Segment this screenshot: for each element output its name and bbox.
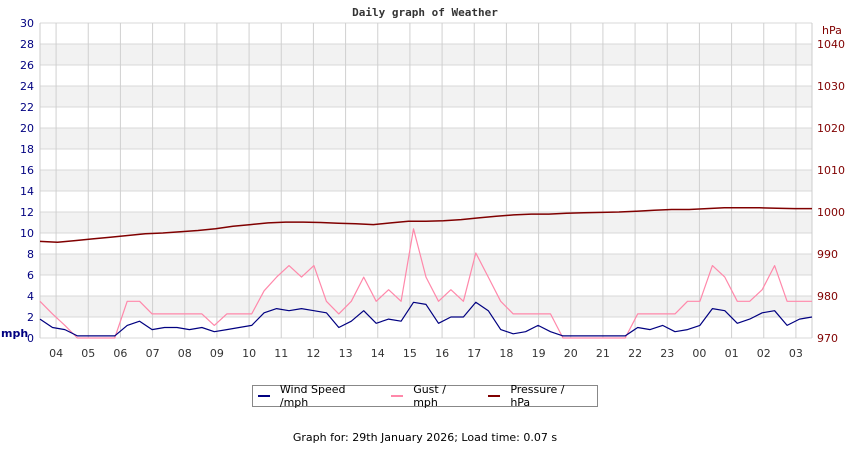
svg-text:2: 2: [27, 311, 34, 324]
svg-text:09: 09: [210, 347, 224, 360]
legend-label: Gust / mph: [413, 383, 446, 409]
wind-speed-swatch-icon: [258, 395, 270, 397]
svg-text:970: 970: [817, 332, 838, 345]
plot-bands: [40, 23, 812, 338]
right-axis-unit: hPa: [822, 24, 842, 37]
svg-text:04: 04: [49, 347, 63, 360]
svg-text:07: 07: [146, 347, 160, 360]
chart-legend: Wind Speed /mph Gust / mph Pressure / hP…: [252, 383, 598, 409]
svg-text:00: 00: [692, 347, 706, 360]
plot-series: [39, 207, 813, 339]
svg-text:12: 12: [306, 347, 320, 360]
svg-text:08: 08: [178, 347, 192, 360]
svg-text:05: 05: [81, 347, 95, 360]
svg-text:20: 20: [20, 122, 34, 135]
svg-text:01: 01: [725, 347, 739, 360]
right-axis-ticks: 970 980 990 1000 1010 1020 1030 1040: [817, 38, 845, 345]
left-axis-unit: mph: [1, 327, 28, 340]
svg-text:24: 24: [20, 80, 34, 93]
legend-item-wind-speed[interactable]: Wind Speed /mph: [258, 383, 376, 409]
svg-text:16: 16: [435, 347, 449, 360]
svg-text:1010: 1010: [817, 164, 845, 177]
svg-text:12: 12: [20, 206, 34, 219]
svg-text:02: 02: [757, 347, 771, 360]
svg-text:19: 19: [532, 347, 546, 360]
legend-label: Pressure / hPa: [510, 383, 565, 409]
svg-text:21: 21: [596, 347, 610, 360]
plot-grid: [39, 22, 813, 339]
svg-text:26: 26: [20, 59, 34, 72]
svg-text:1040: 1040: [817, 38, 845, 51]
legend-item-pressure[interactable]: Pressure / hPa: [488, 383, 587, 409]
svg-text:8: 8: [27, 248, 34, 261]
legend-item-gust[interactable]: Gust / mph: [391, 383, 473, 409]
svg-text:14: 14: [371, 347, 385, 360]
svg-text:1000: 1000: [817, 206, 845, 219]
pressure-swatch-icon: [488, 395, 501, 397]
svg-text:03: 03: [789, 347, 803, 360]
graph-footer: Graph for: 29th January 2026; Load time:…: [292, 431, 558, 444]
weather-chart: Daily graph of Weather 02468101214161820…: [1, 6, 845, 360]
chart-title: Daily graph of Weather: [352, 6, 498, 19]
svg-text:20: 20: [564, 347, 578, 360]
svg-text:06: 06: [113, 347, 127, 360]
svg-text:23: 23: [660, 347, 674, 360]
svg-text:11: 11: [274, 347, 288, 360]
legend-label: Wind Speed /mph: [279, 383, 346, 409]
svg-text:13: 13: [339, 347, 353, 360]
x-axis-ticks: 04 05 06 07 08 09 10 11 12 13 14 15 16 17 18 19 20 21 22 23…: [49, 347, 803, 360]
gust-swatch-icon: [391, 395, 404, 397]
svg-text:0: 0: [27, 332, 34, 345]
svg-text:22: 22: [20, 101, 34, 114]
svg-text:22: 22: [628, 347, 642, 360]
svg-text:14: 14: [20, 185, 34, 198]
svg-text:990: 990: [817, 248, 838, 261]
svg-text:1030: 1030: [817, 80, 845, 93]
svg-text:16: 16: [20, 164, 34, 177]
svg-text:17: 17: [467, 347, 481, 360]
svg-text:18: 18: [499, 347, 513, 360]
svg-text:10: 10: [242, 347, 256, 360]
svg-text:28: 28: [20, 38, 34, 51]
svg-text:18: 18: [20, 143, 34, 156]
svg-text:980: 980: [817, 290, 838, 303]
svg-text:1020: 1020: [817, 122, 845, 135]
svg-text:15: 15: [403, 347, 417, 360]
svg-text:30: 30: [20, 17, 34, 30]
svg-text:10: 10: [20, 227, 34, 240]
svg-text:6: 6: [27, 269, 34, 282]
svg-text:4: 4: [27, 290, 34, 303]
